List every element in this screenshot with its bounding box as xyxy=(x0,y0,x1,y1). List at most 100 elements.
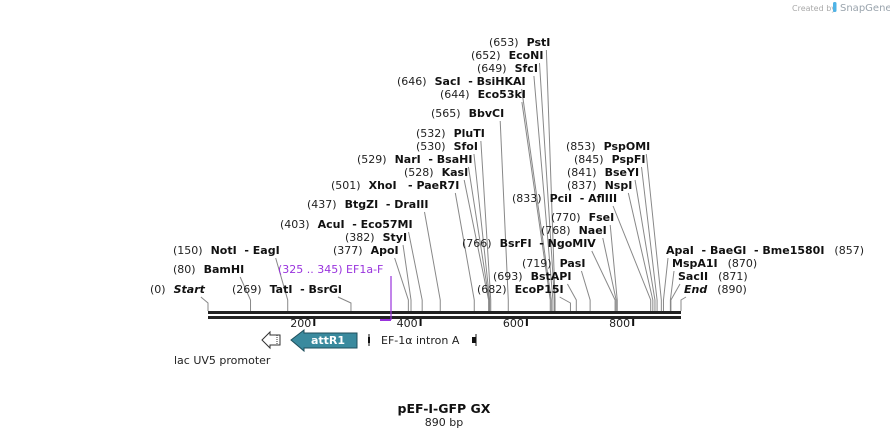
site-position: (382) xyxy=(345,231,375,244)
site-line xyxy=(521,101,551,311)
site-econi[interactable]: (652) EcoNI xyxy=(471,49,543,62)
site-bstapi[interactable]: (693) BstAPI xyxy=(493,270,571,283)
site-name: SfoI xyxy=(454,140,478,153)
site-name: PspFI xyxy=(612,153,646,166)
site-xhoi[interactable]: (501) XhoI - PaeR7I xyxy=(331,179,459,192)
site-name: EcoNI xyxy=(509,49,544,62)
site-pspfi[interactable]: (845) PspFI xyxy=(574,153,646,166)
site-line xyxy=(567,283,577,311)
site-nari[interactable]: (529) NarI - BsaHI xyxy=(357,153,472,166)
site-fsei[interactable]: (770) FseI xyxy=(551,211,614,224)
site-name: MspA1I xyxy=(672,257,718,270)
feature-ef1a-intron-a[interactable]: EF-1α intron A xyxy=(368,334,477,347)
site-tati[interactable]: (269) TatI - BsrGI xyxy=(232,283,342,296)
site-name: FseI xyxy=(589,211,615,224)
tick-mark xyxy=(313,319,316,326)
site-lines xyxy=(200,49,687,311)
site-position: (837) xyxy=(567,179,597,192)
site-pcii[interactable]: (833) PciI - AflIII xyxy=(512,192,617,205)
site-styi[interactable]: (382) StyI xyxy=(345,231,407,244)
site-kasi[interactable]: (528) KasI xyxy=(404,166,468,179)
site-line xyxy=(463,179,490,311)
site-line xyxy=(559,296,571,311)
map-title: pEF-I-GFP GX xyxy=(398,401,491,416)
site-name: BamHI xyxy=(204,263,245,276)
site-mspa1i[interactable]: MspA1I (870) xyxy=(672,257,757,270)
site-name: NspI xyxy=(605,179,633,192)
site-name: NaeI xyxy=(579,224,607,237)
site-bamhi[interactable]: (80) BamHI xyxy=(173,263,244,276)
site-position: (377) xyxy=(333,244,363,257)
site-sacii[interactable]: SacII (871) xyxy=(678,270,748,283)
site-apai[interactable]: ApaI - BaeGI - Bme1580I (857) xyxy=(666,244,864,257)
primer-ef1a-f[interactable]: (325 .. 345) EF1a-F xyxy=(278,263,392,321)
site-name: End xyxy=(684,283,707,296)
site-line xyxy=(680,296,687,311)
site-btgzi[interactable]: (437) BtgZI - DraIII xyxy=(307,198,429,211)
site-line xyxy=(480,140,492,311)
site-line xyxy=(634,179,656,311)
site-psti[interactable]: (653) PstI xyxy=(489,36,550,49)
site-position: (719) xyxy=(522,257,552,270)
site-position: (853) xyxy=(566,140,596,153)
site-line xyxy=(609,224,618,311)
site-position: (870) xyxy=(728,257,758,270)
site-ecop15i[interactable]: (682) EcoP15I xyxy=(477,283,564,296)
site-name: NarI - BsaHI xyxy=(395,153,473,166)
site-acui[interactable]: (403) AcuI - Eco57MI xyxy=(280,218,413,231)
feature-lac-uv5-promoter[interactable]: lac UV5 promoter xyxy=(174,330,281,367)
site-sfci[interactable]: (649) SfcI xyxy=(477,62,538,75)
site-saci[interactable]: (646) SacI - BsiHKAI xyxy=(397,75,526,88)
credit-brand[interactable]: SnapGene xyxy=(840,3,890,14)
site-position: (80) xyxy=(173,263,196,276)
site-line xyxy=(337,296,352,311)
site-name: XhoI - PaeR7I xyxy=(369,179,460,192)
site-line xyxy=(545,49,556,311)
credit-prefix: Created by xyxy=(792,4,836,13)
site-start[interactable]: (0) Start xyxy=(150,283,206,296)
site-eco53ki[interactable]: (644) Eco53kI xyxy=(440,88,526,101)
site-line xyxy=(402,244,412,311)
site-bbvci[interactable]: (565) BbvCI xyxy=(431,107,504,120)
site-end[interactable]: End (890) xyxy=(684,283,747,296)
site-bsrfi[interactable]: (766) BsrFI - NgoMIV xyxy=(462,237,596,250)
intron-label: EF-1α intron A xyxy=(381,334,460,347)
site-pluti[interactable]: (532) PluTI xyxy=(416,127,485,140)
site-name: PstI xyxy=(527,36,551,49)
site-name: PspOMI xyxy=(604,140,651,153)
site-position: (649) xyxy=(477,62,507,75)
site-naei[interactable]: (768) NaeI xyxy=(541,224,607,237)
site-position: (565) xyxy=(431,107,461,120)
site-position: (529) xyxy=(357,153,387,166)
site-name: BtgZI - DraIII xyxy=(345,198,429,211)
site-sfoi[interactable]: (530) SfoI xyxy=(416,140,478,153)
tick-label: 800 xyxy=(609,317,630,330)
site-pspomi[interactable]: (853) PspOMI xyxy=(566,140,650,153)
site-name: SfcI xyxy=(515,62,538,75)
site-nspi[interactable]: (837) NspI xyxy=(567,179,632,192)
site-position: (766) xyxy=(462,237,492,250)
site-line xyxy=(200,296,209,311)
site-line xyxy=(662,257,669,311)
site-name: AcuI - Eco57MI xyxy=(318,218,413,231)
site-name: BseYI xyxy=(605,166,639,179)
site-noti[interactable]: (150) NotI - EagI xyxy=(173,244,280,257)
site-name: BstAPI xyxy=(531,270,572,283)
site-line xyxy=(591,250,616,311)
site-position: (437) xyxy=(307,198,337,211)
site-name: PciI - AflIII xyxy=(550,192,617,205)
site-name: NotI - EagI xyxy=(211,244,280,257)
site-position: (770) xyxy=(551,211,581,224)
site-bseyi[interactable]: (841) BseYI xyxy=(567,166,639,179)
tick-label: 600 xyxy=(503,317,524,330)
site-line xyxy=(467,166,490,311)
site-position: (682) xyxy=(477,283,507,296)
feature-attR1[interactable]: attR1 xyxy=(290,328,358,353)
site-position: (871) xyxy=(718,270,748,283)
site-line xyxy=(473,153,491,311)
site-name: Eco53kI xyxy=(478,88,526,101)
site-position: (150) xyxy=(173,244,203,257)
site-apoi[interactable]: (377) ApoI xyxy=(333,244,399,257)
site-pasi[interactable]: (719) PasI xyxy=(522,257,585,270)
site-position: (0) xyxy=(150,283,166,296)
